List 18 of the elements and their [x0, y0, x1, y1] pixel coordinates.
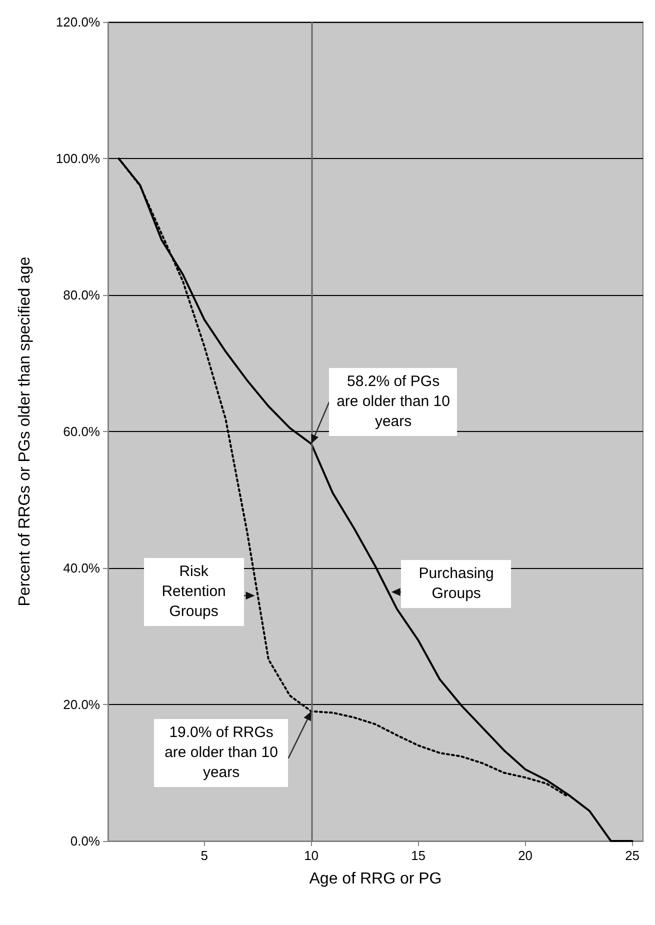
x-tick-label: 25 [625, 848, 640, 863]
x-tick-label: 15 [411, 848, 426, 863]
y-tick-label: 80.0% [63, 288, 100, 302]
y-tick-label: 20.0% [63, 697, 100, 712]
annotation: 19.0% of RRGs are older than 10 years [154, 719, 288, 788]
x-axis-title: Age of RRG or PG [309, 870, 442, 888]
y-axis-title: Percent of RRGs or PGs older than specified age [16, 256, 34, 606]
y-tick-label: 0.0% [70, 834, 100, 848]
x-tick-label: 20 [518, 848, 533, 863]
x-tick-label: 5 [200, 848, 208, 863]
annotation: 58.2% of PGs are older than 10 years [329, 368, 458, 436]
series-label: Purchasing Groups [401, 560, 512, 608]
y-tick-label: 40.0% [63, 560, 100, 576]
y-tick-label: 100.0% [56, 151, 100, 166]
x-tick-label: 10 [304, 848, 319, 863]
series-label: Risk Retention Groups [144, 558, 244, 626]
y-tick-label: 120.0% [56, 14, 100, 30]
y-tick-label: 60.0% [63, 424, 100, 439]
